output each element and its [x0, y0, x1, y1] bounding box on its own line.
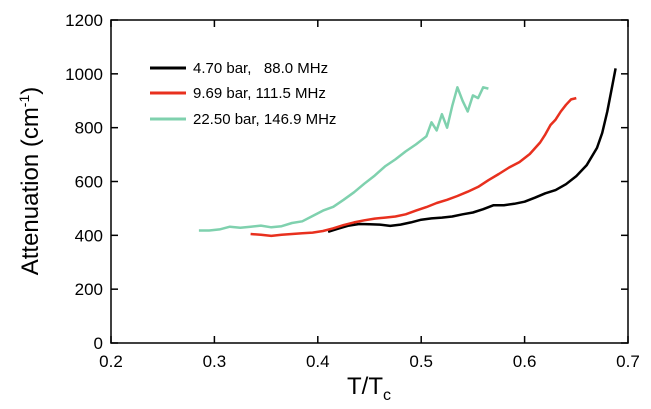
x-tick-label: 0.2 [99, 352, 123, 371]
x-axis-title: T/Tc [347, 373, 391, 404]
legend-label-series-2: 9.69 bar, 111.5 MHz [193, 85, 326, 102]
y-tick-label: 200 [75, 280, 103, 299]
plot-frame [110, 19, 629, 344]
y-axis-title-superscript: -1 [16, 95, 32, 108]
x-tick-label: 0.6 [513, 352, 537, 371]
x-axis-title-main: T/T [347, 373, 383, 400]
legend-label-series-3: 22.50 bar, 146.9 MHz [193, 111, 336, 128]
axis-ticks [110, 19, 629, 344]
series-line-2 [250, 96, 577, 238]
x-tick-label: 0.4 [306, 352, 330, 371]
y-axis-title: Attenuation (cm-1) [16, 87, 44, 276]
series-line-1 [327, 68, 617, 233]
series-line-3 [198, 86, 489, 232]
x-tick-label: 0.5 [409, 352, 433, 371]
y-tick-label: 800 [75, 119, 103, 138]
legend: 4.70 bar, 88.0 MHz 9.69 bar, 111.5 MHz 2… [150, 60, 336, 128]
y-tick-label: 600 [75, 173, 103, 192]
y-axis-title-close: ) [17, 87, 44, 95]
y-tick-label: 1200 [65, 11, 103, 30]
y-axis-title-main: Attenuation (cm [17, 107, 44, 275]
y-tick-label: 0 [94, 334, 103, 353]
x-tick-label: 0.7 [616, 352, 640, 371]
y-tick-label: 1000 [65, 65, 103, 84]
legend-label-series-1: 4.70 bar, 88.0 MHz [193, 60, 328, 77]
x-tick-label: 0.3 [203, 352, 227, 371]
series-lines [198, 68, 617, 238]
axis-tick-labels: 0.2 0.3 0.4 0.5 0.6 0.7 0 200 400 600 800 1000 1200 [65, 11, 640, 371]
x-axis-title-subscript: c [383, 387, 391, 404]
y-tick-label: 400 [75, 226, 103, 245]
